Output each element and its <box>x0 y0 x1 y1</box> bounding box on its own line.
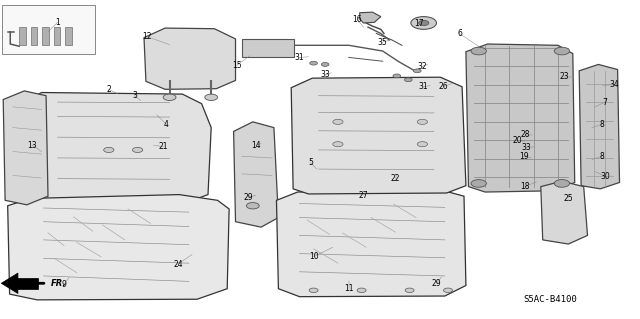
Text: 8: 8 <box>599 152 604 161</box>
Text: 23: 23 <box>559 72 570 81</box>
Circle shape <box>404 78 412 82</box>
Text: 33: 33 <box>320 70 330 79</box>
Circle shape <box>554 47 570 55</box>
Circle shape <box>417 142 428 147</box>
Circle shape <box>163 94 176 100</box>
Polygon shape <box>14 278 38 289</box>
Bar <box>2 5 95 54</box>
Text: 12: 12 <box>143 32 152 41</box>
Circle shape <box>246 203 259 209</box>
Bar <box>242 39 294 57</box>
Circle shape <box>471 180 486 187</box>
Text: 4: 4 <box>164 120 169 129</box>
Text: 24: 24 <box>173 260 183 269</box>
Bar <box>42 27 49 45</box>
Text: 31: 31 <box>419 82 429 91</box>
Polygon shape <box>466 44 575 192</box>
Bar <box>65 27 72 45</box>
Text: 28: 28 <box>520 130 529 139</box>
Circle shape <box>413 69 421 73</box>
Circle shape <box>405 288 414 293</box>
Text: 5: 5 <box>308 158 313 167</box>
Text: 31: 31 <box>294 53 305 62</box>
Bar <box>31 27 37 45</box>
Circle shape <box>393 74 401 78</box>
Text: 1: 1 <box>55 18 60 27</box>
Polygon shape <box>144 28 236 89</box>
Bar <box>54 27 60 45</box>
Bar <box>19 27 26 45</box>
Text: 13: 13 <box>27 141 37 150</box>
Text: 35: 35 <box>378 38 388 47</box>
Text: 27: 27 <box>358 191 369 200</box>
Polygon shape <box>234 122 278 227</box>
Circle shape <box>309 288 318 293</box>
Text: 22: 22 <box>391 174 400 183</box>
Circle shape <box>333 119 343 124</box>
Polygon shape <box>579 64 620 189</box>
Text: S5AC-B4100: S5AC-B4100 <box>524 295 577 304</box>
Text: 21: 21 <box>159 142 168 151</box>
Circle shape <box>205 94 218 100</box>
Polygon shape <box>360 12 381 23</box>
Circle shape <box>132 147 143 152</box>
Text: 19: 19 <box>518 152 529 161</box>
Circle shape <box>417 119 428 124</box>
Circle shape <box>333 142 343 147</box>
Text: 7: 7 <box>602 98 607 107</box>
Polygon shape <box>8 195 229 300</box>
Text: 34: 34 <box>609 80 620 89</box>
Text: 15: 15 <box>232 61 242 70</box>
Circle shape <box>444 288 452 293</box>
Polygon shape <box>276 190 466 297</box>
Text: 2: 2 <box>106 85 111 94</box>
Circle shape <box>310 61 317 65</box>
Text: 29: 29 <box>243 193 253 202</box>
Text: 32: 32 <box>417 62 428 71</box>
Polygon shape <box>1 273 18 293</box>
Text: 17: 17 <box>414 19 424 28</box>
Text: 20: 20 <box>512 137 522 145</box>
Circle shape <box>411 17 436 29</box>
Text: 25: 25 <box>563 194 573 203</box>
Text: FR.: FR. <box>51 279 67 288</box>
Text: 3: 3 <box>132 91 137 100</box>
Text: 29: 29 <box>431 279 442 288</box>
Text: 16: 16 <box>352 15 362 24</box>
Circle shape <box>554 180 570 187</box>
Circle shape <box>321 63 329 66</box>
Text: 6: 6 <box>457 29 462 38</box>
Text: 33: 33 <box>521 143 531 152</box>
Text: 26: 26 <box>438 82 448 91</box>
Text: 11: 11 <box>344 284 353 293</box>
Text: 30: 30 <box>600 172 610 181</box>
Text: 8: 8 <box>599 120 604 129</box>
Polygon shape <box>541 181 588 244</box>
Text: 14: 14 <box>251 141 261 150</box>
Circle shape <box>104 147 114 152</box>
Circle shape <box>419 20 429 26</box>
Polygon shape <box>24 93 211 202</box>
Text: 10: 10 <box>308 252 319 261</box>
Text: 18: 18 <box>520 182 529 191</box>
Polygon shape <box>3 91 48 205</box>
Circle shape <box>471 47 486 55</box>
Polygon shape <box>291 77 466 194</box>
Circle shape <box>357 288 366 293</box>
Text: 9: 9 <box>61 280 67 289</box>
